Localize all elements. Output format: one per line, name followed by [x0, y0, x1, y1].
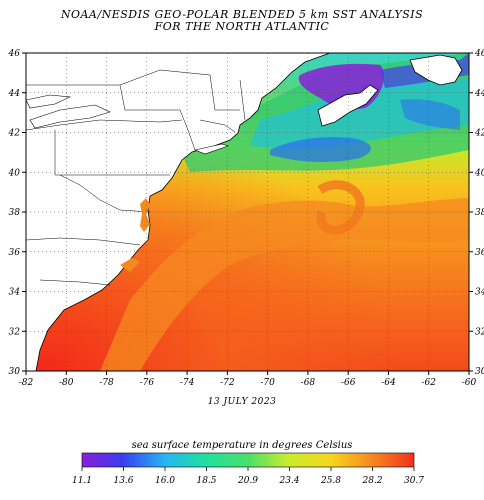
- lat-tick-label-right: 40: [474, 168, 484, 178]
- lat-tick-label-right: 34: [475, 288, 484, 298]
- colorbar-tick-label: 25.8: [320, 476, 341, 486]
- colorbar-tick-label: 18.5: [196, 476, 216, 486]
- colorbar-tick-label: 30.7: [404, 476, 424, 486]
- sst-field: [26, 53, 469, 371]
- colorbar-title: sea surface temperature in degrees Celsi…: [131, 440, 353, 451]
- lon-tick-label: -66: [341, 378, 356, 388]
- lat-tick-label-left: 40: [8, 168, 21, 178]
- lat-tick-label-right: 42: [474, 129, 484, 139]
- lon-tick-label: -76: [140, 378, 155, 388]
- lon-tick-label: -70: [260, 378, 275, 388]
- lat-tick-label-left: 38: [9, 208, 21, 218]
- lon-tick-label: -62: [421, 378, 436, 388]
- lat-tick-label-left: 30: [9, 367, 21, 377]
- lat-tick-label-left: 34: [9, 288, 21, 298]
- lat-tick-label-right: 36: [475, 248, 484, 258]
- lon-tick-label: -72: [220, 378, 235, 388]
- lat-tick-label-left: 44: [8, 89, 21, 99]
- colorbar-tick-label: 11.1: [72, 476, 92, 486]
- lon-tick-label: -82: [19, 378, 34, 388]
- lon-tick-label: -64: [381, 378, 396, 388]
- map-subtitle: FOR THE NORTH ATLANTIC: [154, 20, 330, 33]
- lat-tick-label-right: 30: [475, 367, 484, 377]
- lon-tick-label: -80: [59, 378, 74, 388]
- lon-tick-label: -74: [180, 378, 195, 388]
- colorbar-tick-label: 20.9: [237, 476, 258, 486]
- lat-tick-label-right: 44: [474, 89, 484, 99]
- lat-tick-label-left: 36: [9, 248, 21, 258]
- lat-tick-label-left: 42: [8, 129, 21, 139]
- lat-tick-label-left: 46: [8, 49, 21, 59]
- colorbar: [81, 452, 415, 468]
- colorbar-tick-label: 23.4: [278, 476, 299, 486]
- lat-tick-label-left: 32: [9, 327, 21, 337]
- colorbar-tick-label: 28.2: [361, 476, 382, 486]
- analysis-date: 13 JULY 2023: [207, 397, 277, 407]
- map-grid: [26, 53, 469, 371]
- lon-tick-label: -78: [99, 378, 114, 388]
- lon-tick-label: -68: [301, 378, 316, 388]
- lon-tick-label: -60: [462, 378, 477, 388]
- lat-tick-label-right: 46: [474, 49, 484, 59]
- colorbar-tick-label: 16.0: [155, 476, 175, 486]
- colorbar-tick-label: 13.6: [113, 476, 133, 486]
- lat-tick-label-right: 32: [475, 327, 484, 337]
- map-title: NOAA/NESDIS GEO-POLAR BLENDED 5 km SST A…: [60, 8, 424, 21]
- lat-tick-label-right: 38: [475, 208, 484, 218]
